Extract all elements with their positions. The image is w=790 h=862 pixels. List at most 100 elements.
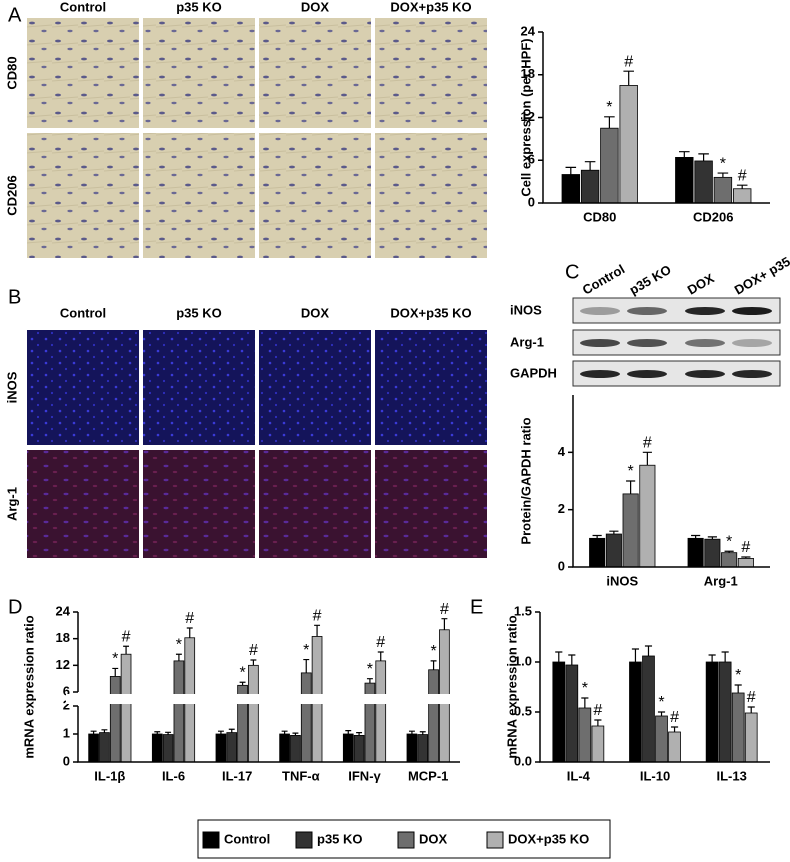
legend-swatch [486,831,504,849]
blot-band [685,370,725,378]
bar [120,653,132,763]
blot-band [732,370,772,378]
blot-band [627,370,667,378]
bar [173,660,185,763]
y-tick-label: 24 [521,23,536,38]
error-bar [592,534,602,539]
error-bar [239,681,246,686]
significance-mark: * [606,99,612,116]
y-tick-label: 18 [521,66,535,81]
blot-band [627,339,667,347]
significance-mark: # [741,539,750,556]
micrograph [375,450,487,558]
error-bar [604,116,615,129]
bar [694,160,713,204]
y-tick-label: 6 [528,152,535,167]
column-label: p35 KO [176,305,222,320]
x-tick-label: IL-1β [94,768,125,783]
row-label: CD80 [4,56,19,89]
bar [675,156,694,204]
blot-band [732,339,772,347]
error-bar [584,161,596,171]
micrograph [259,133,371,258]
bar [713,176,733,204]
x-tick-label: CD206 [693,209,733,224]
x-tick-label: IL-13 [716,768,746,783]
error-bar [314,624,321,637]
y-tick-label: 0 [63,753,70,768]
y-tick-label: 0 [558,558,565,573]
blot-column-label: Control [580,261,628,297]
error-bar [419,731,426,735]
y-tick-label: 0.0 [514,753,532,768]
micrograph [259,18,371,128]
error-bar [366,678,373,684]
bar [731,692,745,763]
micrograph [27,133,139,258]
micrograph [27,18,139,128]
x-tick-label: IL-4 [567,768,591,783]
bar [687,537,704,568]
panel-letter: B [8,286,21,308]
micrograph [375,133,487,258]
significance-mark: # [670,709,679,726]
column-label: DOX+p35 KO [390,305,471,320]
error-bar [186,627,193,638]
y-tick-label: 12 [521,109,535,124]
bar [580,169,600,204]
error-bar [101,729,108,733]
y-axis-label: Cell expression (per HPF) [518,38,533,196]
y-tick-label: 2 [558,501,565,516]
y-tick-label: 0.5 [514,703,532,718]
error-bar [670,726,679,732]
error-bar [441,618,448,630]
micrograph [27,330,139,445]
micrograph [143,18,255,128]
bar [226,732,238,763]
legend-label: DOX+p35 KO [508,831,589,846]
blot-band [580,339,620,347]
y-axis [77,612,460,763]
bar [619,85,638,204]
column-label: Control [60,0,106,14]
x-tick-label: MCP-1 [408,768,448,783]
bar [290,735,301,763]
x-tick-label: TNF-α [282,768,320,783]
bar [248,664,259,763]
error-bar [281,730,288,734]
bar [417,734,429,763]
error-bar [734,684,742,693]
legend-label: p35 KO [317,831,363,846]
micrograph [259,330,371,445]
significance-mark: # [440,601,449,618]
significance-mark: # [185,610,194,627]
blot-column-label: DOX [685,270,717,297]
error-bar [112,667,119,677]
y-tick-label: 2 [63,697,70,712]
bar [589,537,606,568]
significance-mark: # [747,689,756,706]
blot-row-label: GAPDH [510,365,557,380]
y-tick-label: 1.0 [514,653,532,668]
significance-mark: * [112,651,118,668]
blot-band [732,307,772,315]
error-bar [568,654,576,665]
error-bar [165,731,172,735]
bar [300,672,312,763]
x-tick-label: Arg-1 [704,573,738,588]
panel-letter: D [8,596,22,618]
bar [668,731,681,763]
bar [744,712,758,763]
significance-mark: * [720,155,726,172]
panel-letter: A [8,4,22,26]
bar [705,661,719,763]
bar [655,715,668,763]
y-tick-label: 4 [558,444,566,459]
bar [552,661,566,763]
bar [109,676,121,763]
error-bar [303,658,310,673]
error-bar [228,728,235,733]
micrograph [143,133,255,258]
y-axis-label: Protein/GAPDH ratio [518,417,533,544]
